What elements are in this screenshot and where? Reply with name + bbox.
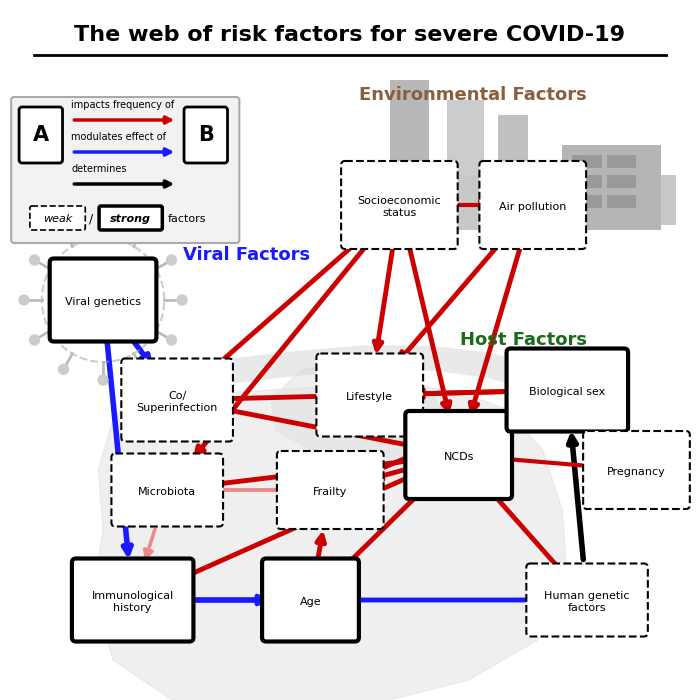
FancyBboxPatch shape <box>316 354 423 437</box>
Circle shape <box>138 225 148 236</box>
FancyBboxPatch shape <box>262 559 359 641</box>
Text: Biological sex: Biological sex <box>529 387 606 397</box>
FancyBboxPatch shape <box>111 454 223 526</box>
Text: Environmental Factors: Environmental Factors <box>359 86 587 104</box>
Text: Air pollution: Air pollution <box>499 202 566 212</box>
Text: Human genetic
factors: Human genetic factors <box>545 592 630 612</box>
Circle shape <box>167 255 176 265</box>
Bar <box>350 175 557 230</box>
Text: impacts frequency of: impacts frequency of <box>71 100 175 110</box>
Text: Age: Age <box>300 597 321 607</box>
Text: Pregnancy: Pregnancy <box>607 467 666 477</box>
Bar <box>442 175 489 185</box>
Circle shape <box>98 215 108 225</box>
FancyBboxPatch shape <box>405 411 512 499</box>
Bar <box>607 155 636 168</box>
Text: Viral genetics: Viral genetics <box>65 297 141 307</box>
Bar <box>573 195 602 208</box>
Text: B: B <box>198 125 214 145</box>
FancyBboxPatch shape <box>583 431 690 509</box>
Text: Socioeconomic
status: Socioeconomic status <box>358 196 441 218</box>
FancyBboxPatch shape <box>50 258 156 342</box>
Text: Host Factors: Host Factors <box>460 331 587 349</box>
Text: A: A <box>33 125 49 145</box>
Text: NCDs: NCDs <box>444 452 474 462</box>
Text: Frailty: Frailty <box>313 487 347 497</box>
Polygon shape <box>271 368 444 460</box>
Circle shape <box>19 295 29 305</box>
Bar <box>384 175 434 185</box>
Circle shape <box>59 225 69 236</box>
Circle shape <box>177 295 187 305</box>
FancyBboxPatch shape <box>480 161 586 249</box>
Polygon shape <box>93 380 567 700</box>
Text: Viral Factors: Viral Factors <box>183 246 310 264</box>
Circle shape <box>138 364 148 374</box>
FancyBboxPatch shape <box>99 206 162 230</box>
Text: The web of risk factors for severe COVID-19: The web of risk factors for severe COVID… <box>74 25 626 45</box>
Text: Immunological
history: Immunological history <box>92 592 174 612</box>
Text: modulates effect of: modulates effect of <box>71 132 167 142</box>
Text: /: / <box>89 213 93 225</box>
Bar <box>350 175 676 225</box>
Text: Microbiota: Microbiota <box>138 487 196 497</box>
Circle shape <box>98 375 108 385</box>
FancyBboxPatch shape <box>121 358 233 442</box>
Text: Co/
Superinfection: Co/ Superinfection <box>136 391 218 413</box>
FancyBboxPatch shape <box>341 161 458 249</box>
Circle shape <box>29 335 39 345</box>
Bar <box>607 195 636 208</box>
Text: Lifestyle: Lifestyle <box>346 392 393 402</box>
Bar <box>389 80 429 180</box>
FancyBboxPatch shape <box>72 559 193 641</box>
Bar <box>573 175 602 188</box>
FancyBboxPatch shape <box>19 107 62 163</box>
Text: factors: factors <box>167 214 206 224</box>
Circle shape <box>29 255 39 265</box>
FancyBboxPatch shape <box>277 451 384 529</box>
Bar <box>447 100 484 180</box>
Bar <box>607 175 636 188</box>
FancyBboxPatch shape <box>526 564 648 636</box>
Circle shape <box>167 335 176 345</box>
FancyBboxPatch shape <box>30 206 85 230</box>
Bar <box>498 115 528 180</box>
FancyBboxPatch shape <box>11 97 239 243</box>
Bar <box>573 155 602 168</box>
FancyBboxPatch shape <box>507 349 628 431</box>
Text: weak: weak <box>43 214 72 224</box>
Text: strong: strong <box>110 214 151 224</box>
Circle shape <box>59 364 69 374</box>
FancyBboxPatch shape <box>184 107 228 163</box>
Text: determines: determines <box>71 164 127 174</box>
Bar <box>562 145 662 230</box>
